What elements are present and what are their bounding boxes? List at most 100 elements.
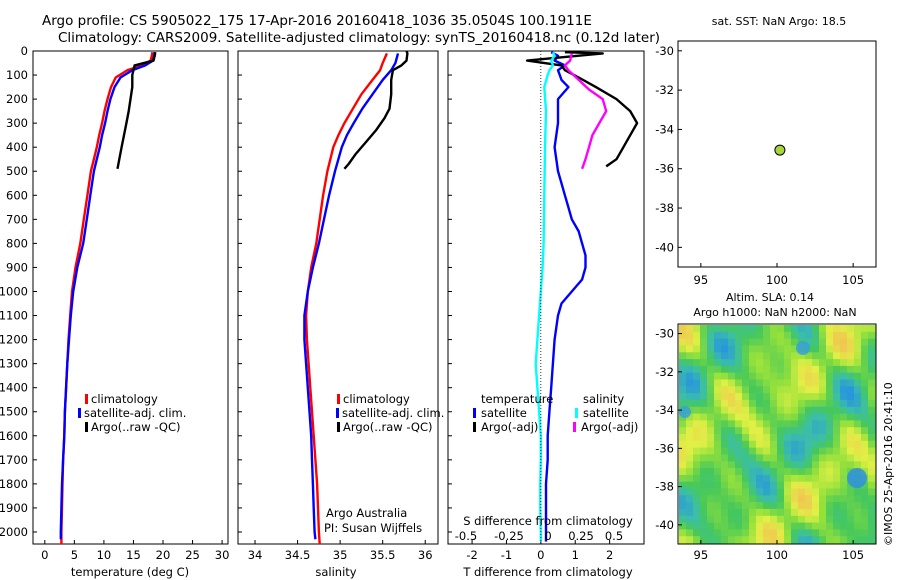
heatmap-cell — [735, 474, 743, 483]
heatmap-cell — [756, 481, 764, 490]
heatmap-cell — [826, 406, 834, 415]
heatmap-cell — [693, 338, 701, 346]
heatmap-cell — [749, 352, 757, 360]
heatmap-cell — [679, 427, 687, 435]
heatmap-cell — [854, 352, 862, 360]
heatmap-cell — [784, 352, 792, 360]
heatmap-cell — [735, 352, 743, 360]
heatmap-cell — [721, 474, 729, 483]
heatmap-cell — [735, 399, 743, 408]
heatmap-cell — [798, 502, 806, 510]
heatmap-cell — [686, 427, 694, 435]
heatmap-cell — [714, 529, 722, 537]
heatmap-cell — [721, 502, 729, 510]
depth-tick-label: 1000 — [0, 284, 28, 298]
heatmap-cell — [756, 454, 764, 462]
heatmap-cell — [763, 515, 771, 524]
heatmap-cell — [679, 440, 687, 449]
heatmap-cell — [770, 474, 778, 483]
heatmap-cell — [791, 461, 799, 469]
heatmap-cell — [714, 427, 722, 435]
heatmap-cell — [784, 481, 792, 490]
heatmap-cell — [819, 365, 827, 374]
difference-xlabel: T difference from climatology — [462, 565, 633, 579]
heatmap-cell — [868, 379, 876, 387]
heatmap-cell — [693, 352, 701, 360]
depth-tick-label: 0 — [21, 44, 28, 58]
heatmap-cell — [840, 365, 848, 374]
heatmap-cell — [791, 447, 799, 455]
heatmap-cell — [854, 461, 862, 469]
heatmap-cell — [784, 359, 792, 367]
heatmap-cell — [805, 365, 813, 374]
heatmap-cell — [854, 529, 862, 537]
heatmap-cell — [777, 468, 785, 476]
heatmap-cell — [791, 365, 799, 374]
heatmap-cell — [735, 420, 743, 428]
heatmap-cell — [847, 352, 855, 360]
heatmap-cell — [770, 427, 778, 435]
heatmap-cell — [777, 420, 785, 428]
heatmap-cell — [686, 399, 694, 408]
heatmap-cell — [756, 488, 764, 496]
heatmap-cell — [679, 434, 687, 442]
heatmap-cell — [854, 399, 862, 408]
heatmap-cell — [728, 434, 736, 442]
heatmap-cell — [749, 529, 757, 537]
series-line-climatology — [304, 52, 388, 545]
heatmap-cell — [763, 461, 771, 469]
map-y-tick-label: -30 — [655, 44, 674, 58]
heatmap-cell — [840, 481, 848, 490]
heatmap-cell — [777, 352, 785, 360]
heatmap-cell — [714, 352, 722, 360]
heatmap-cell — [735, 447, 743, 455]
heatmap-cell — [700, 529, 708, 537]
heatmap-cell — [777, 386, 785, 394]
heatmap-cell — [714, 406, 722, 415]
heatmap-cell — [749, 434, 757, 442]
heatmap-cell — [784, 474, 792, 483]
sla-map-title-1: Altim. SLA: 0.14 — [726, 291, 814, 304]
heatmap-cell — [791, 515, 799, 524]
heatmap-cell — [700, 508, 708, 517]
heatmap-cell — [721, 420, 729, 428]
heatmap-cell — [679, 352, 687, 360]
heatmap-cell — [819, 399, 827, 408]
heatmap-cell — [826, 515, 834, 524]
heatmap-cell — [770, 345, 778, 353]
heatmap-cell — [791, 331, 799, 340]
heatmap-cell — [749, 427, 757, 435]
heatmap-cell — [742, 372, 750, 381]
heatmap-cell — [707, 393, 715, 401]
heatmap-cell — [742, 325, 750, 333]
heatmap-cell — [749, 461, 757, 469]
heatmap-cell — [833, 474, 841, 483]
heatmap-cell — [847, 379, 855, 387]
salinity-legend: climatology satellite-adj. clim. Argo(..… — [336, 392, 444, 434]
heatmap-cell — [798, 331, 806, 340]
heatmap-cell — [833, 508, 841, 517]
heatmap-cell — [770, 352, 778, 360]
map-x-tick-label: 105 — [842, 548, 864, 562]
heatmap-cell — [791, 359, 799, 367]
heatmap-cell — [756, 365, 764, 374]
heatmap-cell — [833, 522, 841, 530]
series-line-satellite — [544, 51, 587, 542]
depth-tick-label: 1200 — [0, 333, 28, 347]
heatmap-cell — [686, 529, 694, 537]
heatmap-cell — [777, 508, 785, 517]
heatmap-cell — [840, 406, 848, 415]
heatmap-cell — [798, 399, 806, 408]
heatmap-cell — [868, 427, 876, 435]
heatmap-cell — [812, 447, 820, 455]
heatmap-cell — [791, 420, 799, 428]
heatmap-cell — [868, 536, 876, 544]
heatmap-cell — [700, 427, 708, 435]
heatmap-cell — [798, 515, 806, 524]
heatmap-cell — [749, 338, 757, 346]
heatmap-cell — [784, 440, 792, 449]
heatmap-cell — [812, 522, 820, 530]
temperature-xlabel: temperature (deg C) — [71, 565, 189, 579]
heatmap-cell — [861, 386, 869, 394]
heatmap-cell — [826, 434, 834, 442]
